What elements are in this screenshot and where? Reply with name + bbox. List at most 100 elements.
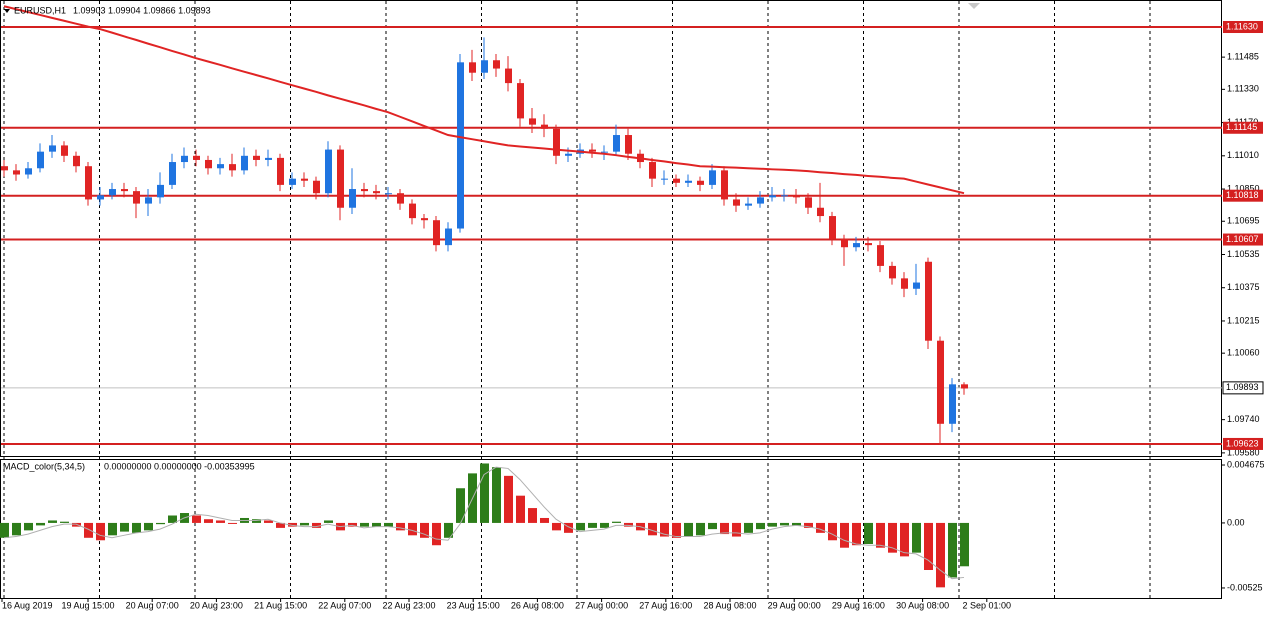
candle-body bbox=[589, 149, 596, 152]
macd-bar bbox=[840, 522, 849, 548]
x-tick-label: 20 Aug 07:00 bbox=[126, 600, 179, 610]
macd-bar bbox=[300, 522, 309, 526]
level-label: 1.09623 bbox=[1226, 438, 1259, 448]
candle-body bbox=[793, 195, 800, 198]
level-box bbox=[1223, 437, 1263, 450]
macd-bar bbox=[264, 520, 273, 523]
candle-body bbox=[817, 207, 824, 217]
level-label: 1.11145 bbox=[1226, 122, 1257, 132]
level-label: 1.11630 bbox=[1226, 21, 1258, 31]
candle-body bbox=[289, 178, 296, 185]
macd-bar bbox=[564, 522, 573, 533]
candle-body bbox=[409, 203, 416, 219]
level-label: 1.10818 bbox=[1226, 190, 1259, 200]
macd-bar bbox=[696, 522, 705, 536]
candle-body bbox=[313, 180, 320, 194]
candle-body bbox=[613, 135, 620, 152]
macd-bar bbox=[48, 520, 57, 523]
macd-bar bbox=[120, 522, 129, 532]
macd-bar bbox=[60, 521, 69, 523]
candle-body bbox=[121, 189, 128, 192]
candle-body bbox=[205, 159, 212, 169]
macd-bar bbox=[456, 488, 465, 523]
candle-body bbox=[169, 162, 176, 185]
candle-body bbox=[277, 157, 284, 185]
macd-bar bbox=[552, 522, 561, 531]
macd-bar bbox=[528, 508, 537, 523]
macd-bar bbox=[516, 495, 525, 523]
candle-body bbox=[301, 178, 308, 181]
moving-average bbox=[3, 5, 965, 195]
candle-body bbox=[481, 60, 488, 73]
candle-body bbox=[805, 197, 812, 208]
candle-body bbox=[157, 184, 164, 198]
level-box bbox=[1223, 21, 1263, 34]
macd-bar bbox=[720, 522, 729, 535]
macd-bar bbox=[420, 522, 429, 538]
candle-body bbox=[625, 135, 632, 154]
macd-bar bbox=[12, 522, 21, 536]
candle-body bbox=[421, 218, 428, 221]
candle-body bbox=[133, 191, 140, 204]
shift-marker bbox=[968, 3, 980, 9]
x-tick-label: 21 Aug 15:00 bbox=[254, 600, 307, 610]
macd-bar bbox=[960, 522, 969, 567]
candle-body bbox=[1, 166, 8, 171]
macd-bar bbox=[432, 522, 441, 546]
candle-body bbox=[193, 155, 200, 160]
candle-body bbox=[469, 62, 476, 73]
macd-bar bbox=[600, 522, 609, 528]
y-tick-label: 1.10215 bbox=[1227, 315, 1260, 325]
candle-body bbox=[13, 170, 20, 175]
candle-body bbox=[265, 157, 272, 160]
macd-bar bbox=[744, 522, 753, 533]
y-tick-label: 1.10535 bbox=[1227, 249, 1260, 259]
candle-body bbox=[145, 197, 152, 204]
x-tick-label: 29 Aug 00:00 bbox=[768, 600, 821, 610]
macd-bar bbox=[888, 522, 897, 553]
candle-body bbox=[61, 145, 68, 156]
candle-body bbox=[913, 282, 920, 289]
macd-bar bbox=[372, 522, 381, 527]
macd-values: 0.00000000 0.00000000 -0.00353995 bbox=[104, 461, 255, 471]
x-tick-label: 26 Aug 08:00 bbox=[511, 600, 564, 610]
candle-body bbox=[517, 83, 524, 119]
y-tick-label: 1.11330 bbox=[1227, 84, 1259, 94]
candle-body bbox=[457, 62, 464, 229]
macd-bar bbox=[0, 522, 9, 538]
macd-bar bbox=[408, 522, 417, 536]
candle-body bbox=[337, 149, 344, 208]
level-label: 1.10607 bbox=[1226, 234, 1259, 244]
candle-body bbox=[601, 151, 608, 153]
macd-bar bbox=[216, 520, 225, 523]
macd-bar bbox=[612, 521, 621, 523]
candle-body bbox=[889, 265, 896, 279]
candle-body bbox=[709, 170, 716, 185]
menu-arrow[interactable] bbox=[4, 9, 10, 13]
macd-bar bbox=[276, 522, 285, 528]
macd-bar bbox=[792, 522, 801, 526]
candle-body bbox=[745, 203, 752, 206]
macd-bar bbox=[252, 519, 261, 523]
candle-body bbox=[829, 216, 836, 239]
macd-bar bbox=[732, 522, 741, 537]
macd-bar bbox=[876, 522, 885, 548]
candle-body bbox=[349, 189, 356, 208]
candle-body bbox=[505, 68, 512, 84]
macd-bar bbox=[348, 522, 357, 527]
candle-body bbox=[769, 195, 776, 198]
candle-body bbox=[841, 238, 848, 248]
candle-body bbox=[673, 178, 680, 183]
candle-body bbox=[385, 193, 392, 195]
x-tick-label: 28 Aug 08:00 bbox=[703, 600, 756, 610]
level-box bbox=[1223, 233, 1263, 246]
x-tick-label: 2 Sep 01:00 bbox=[963, 600, 1012, 610]
candle-body bbox=[397, 193, 404, 204]
candle-body bbox=[937, 340, 944, 424]
ohlc-label: 1.09903 1.09904 1.09866 1.09893 bbox=[73, 5, 211, 15]
macd-bar bbox=[912, 522, 921, 553]
macd-bar bbox=[204, 519, 213, 523]
x-tick-label: 29 Aug 16:00 bbox=[832, 600, 885, 610]
y-tick-label: 1.10375 bbox=[1227, 282, 1260, 292]
